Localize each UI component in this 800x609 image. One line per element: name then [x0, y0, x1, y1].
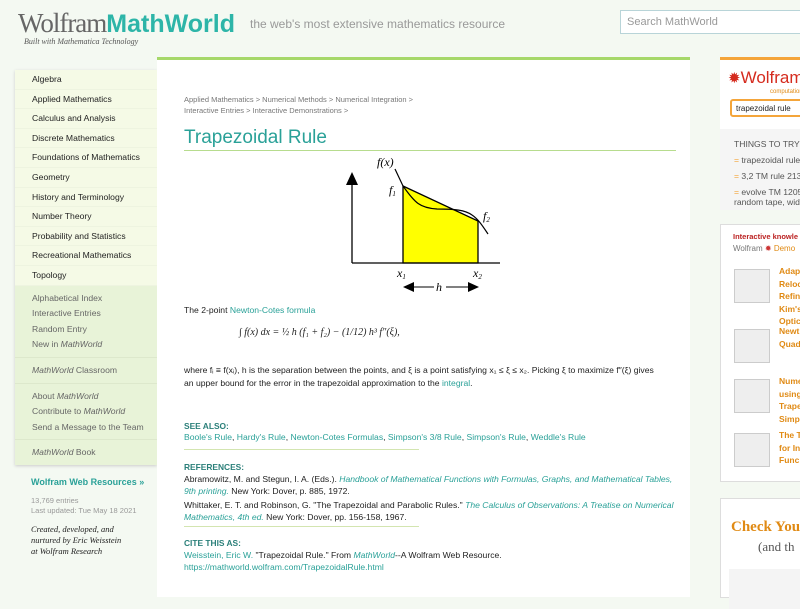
sidebar-item-foundations-of-mathematics[interactable]: Foundations of Mathematics	[15, 148, 157, 168]
sidebar-link[interactable]: About MathWorld	[32, 390, 99, 401]
svg-text:f(x): f(x)	[377, 155, 394, 169]
divider	[184, 526, 419, 527]
arrow-left-icon	[403, 282, 414, 292]
svg-text:x1: x1	[396, 266, 406, 281]
sidebar-group-book: MathWorld Book	[15, 440, 157, 465]
sidebar-item-recreational-mathematics[interactable]: Recreational Mathematics	[15, 246, 157, 266]
sidebar-item-geometry[interactable]: Geometry	[15, 167, 157, 188]
mathworld-link[interactable]: MathWorld	[353, 550, 395, 560]
breadcrumb[interactable]: Applied Mathematics > Numerical Methods …	[184, 95, 414, 115]
try-item[interactable]: = 3,2 TM rule 213	[734, 171, 800, 181]
sidebar-link[interactable]: Interactive Entries	[32, 308, 101, 319]
credits: Created, developed, and nurtured by Eric …	[31, 524, 122, 556]
sidebar: Algebra Applied Mathematics Calculus and A…	[15, 70, 157, 465]
svg-text:f2: f2	[483, 209, 490, 224]
demonstrations-logo[interactable]: Wolfram ✹ Demo	[733, 244, 796, 253]
page-title: Trapezoidal Rule	[184, 127, 327, 148]
divider	[184, 150, 676, 151]
sidebar-item-algebra[interactable]: Algebra	[15, 70, 157, 90]
svg-text:f1: f1	[389, 183, 396, 198]
demo-thumbnail[interactable]	[734, 433, 770, 467]
sidebar-link[interactable]: Random Entry	[32, 323, 87, 334]
references-heading: REFERENCES:	[184, 462, 245, 472]
sidebar-group-browse: Alphabetical Index Interactive Entries Ran…	[15, 286, 157, 358]
see-also-heading: SEE ALSO:	[184, 421, 229, 431]
demo-thumbnail[interactable]	[734, 329, 770, 363]
intro-text: The 2-point Newton-Cotes formula	[184, 305, 316, 315]
cite-heading: CITE THIS AS:	[184, 538, 241, 548]
main-content: Applied Mathematics > Numerical Methods …	[157, 57, 690, 597]
demo-link[interactable]: NumeusingTrapeSimp	[779, 376, 800, 424]
demonstrations-widget: Interactive knowle Wolfram ✹ Demo Adap Re…	[720, 224, 800, 482]
things-to-try: THINGS TO TRY = trapezoidal rule = 3,2 T…	[720, 129, 800, 210]
demo-thumbnail[interactable]	[734, 379, 770, 413]
svg-text:x2: x2	[472, 266, 482, 281]
wolfram-alpha-input[interactable]: trapezoidal rule	[730, 99, 800, 117]
logo[interactable]: WolframMathWorld	[18, 8, 235, 38]
wolfram-alpha-logo[interactable]: ✹Wolfram	[728, 68, 800, 87]
integral-link[interactable]: integral	[441, 378, 471, 388]
sidebar-group-about: About MathWorld Contribute to MathWorld Se…	[15, 384, 157, 441]
sidebar-item-calculus-and-analysis[interactable]: Calculus and Analysis	[15, 109, 157, 129]
see-also-link[interactable]: Weddle's Rule	[530, 432, 586, 442]
demo-link[interactable]: Adap Reloc Refin Kim's Optic	[779, 266, 800, 326]
function-curve	[394, 168, 489, 235]
see-also-link[interactable]: Simpson's Rule	[466, 432, 526, 442]
explanation-text: where fᵢ ≡ f(xᵢ), h is the separation be…	[184, 365, 654, 388]
sidebar-link[interactable]: MathWorld Classroom	[32, 364, 118, 375]
svg-text:h: h	[436, 280, 442, 294]
check-your-math-widget: Check You (and th	[720, 498, 800, 609]
trapezoid-figure: f(x) f1 f2 x1 x2 h	[346, 155, 500, 294]
see-also-link[interactable]: Newton-Cotes Formulas	[290, 432, 384, 442]
wolfram-alpha-widget: ✹Wolfram computational trapezoidal rule …	[720, 57, 800, 210]
see-also-list: Boole's Rule, Hardy's Rule, Newton-Cotes…	[184, 432, 586, 442]
sidebar-link[interactable]: Alphabetical Index	[32, 292, 103, 303]
reference-item: Whittaker, E. T. and Robinson, G. "The T…	[184, 500, 674, 522]
sidebar-item-probability-and-statistics[interactable]: Probability and Statistics	[15, 226, 157, 247]
search-input[interactable]: Search MathWorld	[620, 10, 800, 34]
divider	[184, 449, 419, 450]
sidebar-item-topology[interactable]: Topology	[15, 265, 157, 286]
sidebar-link[interactable]: Contribute to MathWorld	[32, 406, 126, 417]
sidebar-link[interactable]: Send a Message to the Team	[32, 421, 144, 432]
see-also-link[interactable]: Hardy's Rule	[236, 432, 286, 442]
demo-thumbnail[interactable]	[734, 269, 770, 303]
sidebar-link[interactable]: MathWorld Book	[32, 447, 96, 458]
see-also-link[interactable]: Boole's Rule	[184, 432, 232, 442]
reference-item: Abramowitz, M. and Stegun, I. A. (Eds.).…	[184, 474, 673, 496]
arrow-right-icon	[468, 282, 479, 292]
sidebar-group-classroom: MathWorld Classroom	[15, 358, 157, 384]
citation: Weisstein, Eric W. "Trapezoidal Rule." F…	[184, 550, 502, 572]
tagline: the web's most extensive mathematics res…	[250, 17, 506, 31]
demo-link[interactable]: Newt Quad	[779, 326, 800, 349]
see-also-link[interactable]: Simpson's 3/8 Rule	[387, 432, 462, 442]
spikey-icon: ✹	[728, 70, 741, 87]
try-item[interactable]: = evolve TM 1205 random tape, wid	[734, 187, 800, 207]
arrow-up-icon	[346, 172, 358, 185]
wolfram-web-resources-link[interactable]: Wolfram Web Resources »	[31, 477, 145, 487]
author-link[interactable]: Weisstein, Eric W.	[184, 550, 254, 560]
newton-cotes-link[interactable]: Newton-Cotes formula	[229, 305, 316, 315]
site-stats: 13,769 entries Last updated: Tue May 18 2…	[31, 496, 137, 515]
formula: ∫ f(x) dx = ½ h (f₁ + f₂) − (1/12) h³ f″…	[239, 327, 400, 338]
citation-url[interactable]: https://mathworld.wolfram.com/Trapezoida…	[184, 562, 384, 572]
sidebar-item-applied-mathematics[interactable]: Applied Mathematics	[15, 89, 157, 110]
sidebar-item-discrete-mathematics[interactable]: Discrete Mathematics	[15, 128, 157, 149]
sidebar-link[interactable]: New in MathWorld	[32, 339, 103, 350]
sidebar-item-history-and-terminology[interactable]: History and Terminology	[15, 187, 157, 208]
reference-link[interactable]: Handbook of Mathematical Functions with …	[184, 474, 673, 496]
trapezoid-area	[402, 184, 479, 264]
logo-subtitle: Built with Mathematica Technology	[24, 37, 139, 46]
try-item[interactable]: = trapezoidal rule	[734, 155, 800, 165]
sidebar-item-number-theory[interactable]: Number Theory	[15, 207, 157, 227]
reference-link[interactable]: The Calculus of Observations: A Treatise…	[184, 500, 674, 522]
